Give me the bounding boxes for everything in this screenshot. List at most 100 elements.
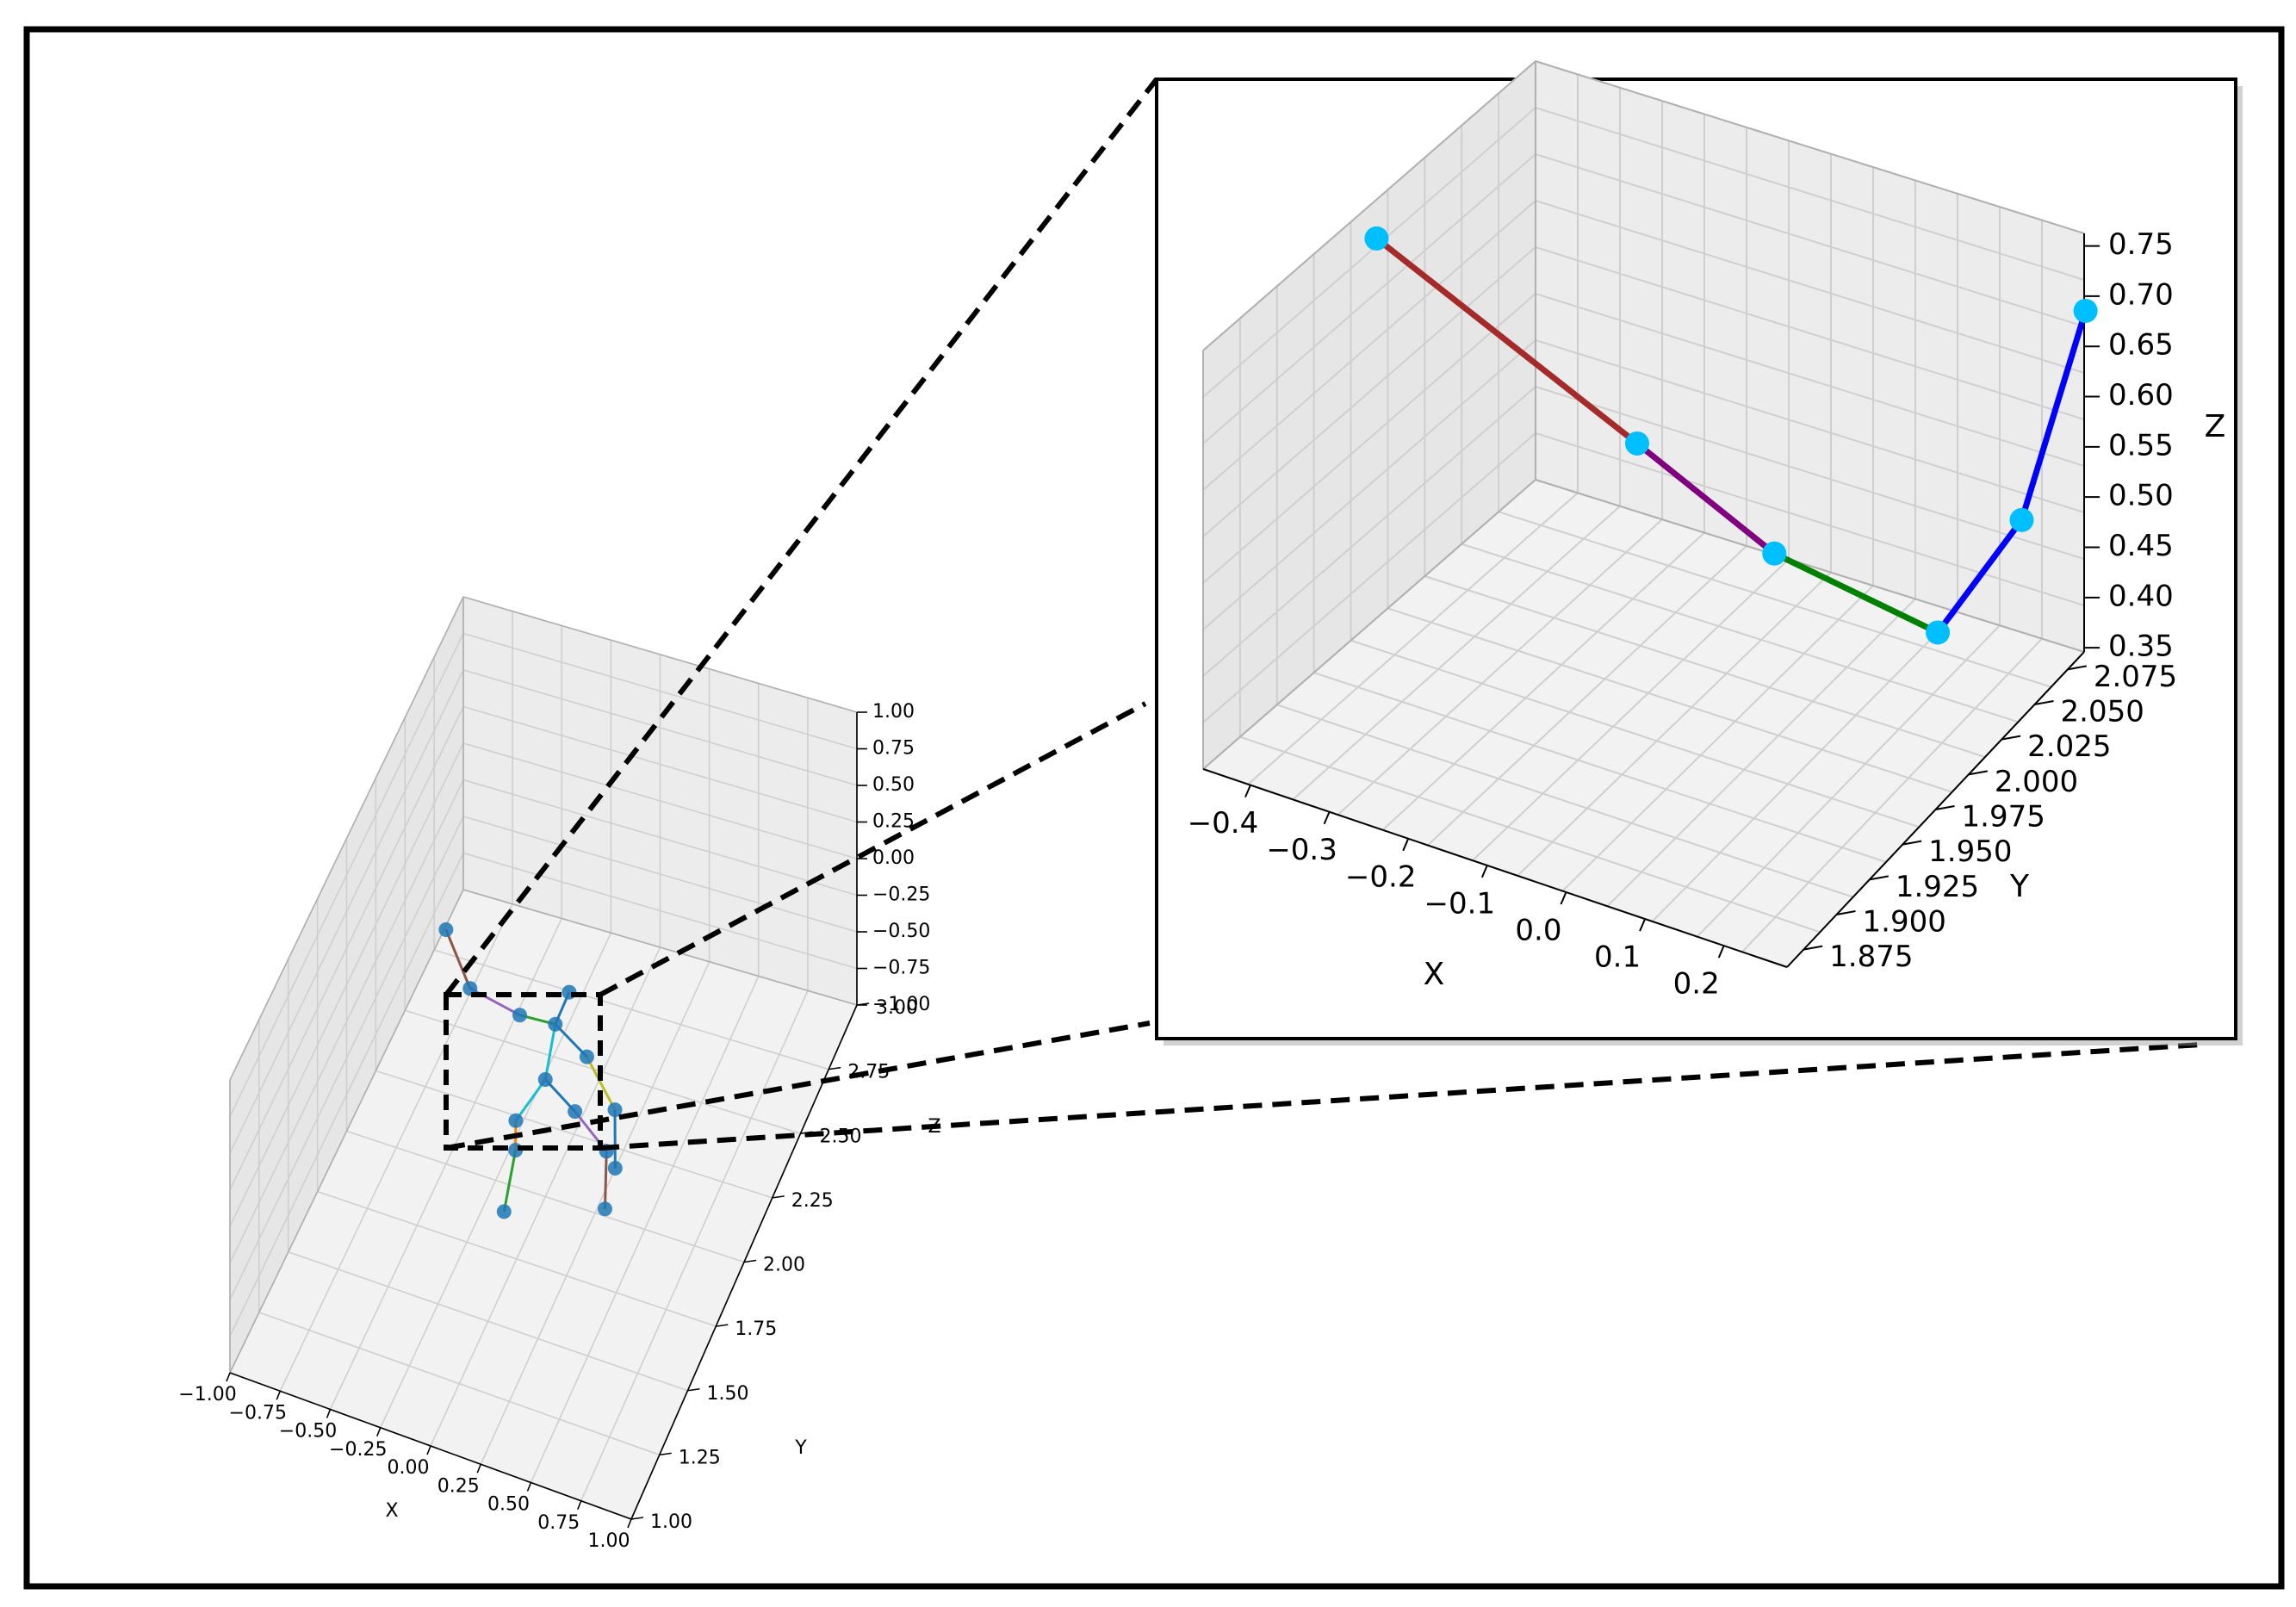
inset-point (1762, 541, 1787, 566)
inset-y-tick-label: 1.900 (1863, 905, 1946, 940)
inset-y-tick-label: 2.000 (1995, 765, 2078, 799)
main-y-tick-label: 1.50 (707, 1383, 749, 1405)
main-z-tick-label: 0.25 (872, 811, 915, 833)
inset-grid-floor-x (1472, 558, 1790, 861)
inset-y-tick-label: 2.025 (2027, 729, 2111, 764)
inset-segment (1634, 440, 1778, 557)
main-x-axis-label: X (385, 1500, 398, 1522)
main-3d-plot: −1.00−0.75−0.50−0.250.000.250.500.751.00… (178, 596, 941, 1552)
inset-pane-edge (1535, 60, 2085, 234)
main-grid-floor-y (346, 1130, 745, 1263)
inset-y-tick-label: 1.925 (1896, 870, 1979, 904)
main-y-tick-label: 1.25 (679, 1447, 721, 1468)
inset-grid-floor-x (1517, 571, 1832, 877)
main-pane-edge (462, 889, 858, 1006)
zoom-region-box (444, 992, 603, 1151)
inset-left-pane (1203, 61, 1536, 769)
main-z-tick-label: −1.00 (872, 994, 930, 1015)
inset-x-tick-label: −0.3 (1266, 833, 1337, 867)
skeleton-joint (496, 1204, 512, 1219)
skeleton-bone (543, 1024, 557, 1080)
inset-grid-floor-y (1424, 575, 1986, 758)
skeleton-bone (586, 1056, 617, 1111)
inset-y-tick-label: 1.875 (1829, 940, 1913, 974)
inset-x-tick-label: 0.1 (1594, 940, 1641, 975)
main-z-tick-label: 1.00 (872, 701, 915, 723)
inset-z-tick-label: 0.35 (2108, 630, 2174, 664)
skeleton-joint (548, 1016, 563, 1032)
main-z-tick-label: 0.00 (872, 847, 915, 869)
inset-grid-floor-y (1461, 543, 2019, 723)
main-x-tick (326, 1409, 332, 1418)
inset-3d-plot: −0.4−0.3−0.2−0.1 0.0 0.1 0.2 1.8751.9001.925… (1155, 59, 2243, 1045)
inset-y-tick (1968, 770, 1989, 776)
inset-y-tick-label: 1.950 (1928, 835, 2012, 869)
inset-y-tick (2001, 735, 2021, 741)
inset-point (2073, 298, 2098, 323)
main-x-tick-label: 0.75 (537, 1512, 580, 1534)
inset-grid-floor-x (1651, 611, 1958, 922)
zoom-connector-line (445, 1021, 1151, 1151)
main-x-tick-label: 0.50 (487, 1494, 530, 1516)
main-y-tick (716, 1324, 729, 1327)
inset-y-tick-label: 2.050 (2061, 695, 2144, 729)
inset-grid-floor-y (1387, 607, 1952, 793)
inset-grid-floor-y (1313, 672, 1887, 863)
inset-z-tick-label: 0.70 (2108, 277, 2174, 312)
inset-x-tick-label: 0.0 (1515, 913, 1561, 947)
inset-y-tick (1836, 910, 1856, 915)
main-pane-edge (229, 596, 464, 1081)
main-z-tick-label: 0.50 (872, 774, 915, 796)
skeleton-bone (444, 928, 472, 990)
main-y-tick-label: 2.50 (820, 1126, 862, 1147)
inset-grid-floor-y (1276, 704, 1853, 898)
main-y-tick-label: 2.00 (763, 1255, 805, 1276)
inset-z-tick-label: 0.45 (2108, 529, 2174, 563)
zoom-connector-lines (444, 78, 2201, 1151)
main-grid-floor-y (288, 1250, 688, 1392)
inset-x-tick (1560, 891, 1567, 905)
inset-point (1364, 226, 1389, 251)
main-y-tick (743, 1259, 757, 1263)
main-z-tick-label: −0.50 (872, 921, 930, 942)
main-x-tick-label: 0.25 (437, 1475, 480, 1497)
inset-grid-floor-x (1606, 598, 1916, 907)
inset-y-tick-label: 2.075 (2094, 660, 2177, 694)
main-y-tick (828, 1066, 841, 1070)
zoom-connector-line (599, 1042, 2201, 1151)
main-x-tick (476, 1463, 481, 1474)
main-x-tick (577, 1500, 582, 1511)
inset-x-axis-label: X (1424, 957, 1445, 992)
inset-grid-floor-y (1239, 735, 1821, 934)
inset-point (1624, 431, 1649, 456)
main-y-axis-label: Y (794, 1437, 807, 1459)
inset-z-tick-label: 0.40 (2108, 579, 2174, 613)
inset-segment (2018, 307, 2089, 524)
main-x-tick-label: −1.00 (178, 1384, 236, 1405)
main-x-tick (627, 1518, 632, 1529)
inset-grid-floor-x (1292, 506, 1621, 801)
zoom-connector-line (599, 701, 1147, 997)
skeleton-joint (597, 1201, 612, 1217)
inset-grid-floor-x (1696, 624, 2001, 938)
skeleton-joint (462, 981, 478, 996)
main-x-tick (226, 1372, 231, 1382)
inset-grid-floor-x (1427, 545, 1747, 847)
main-y-tick (659, 1452, 672, 1456)
main-y-tick-label: 1.00 (650, 1511, 692, 1533)
inset-x-tick-label: −0.1 (1424, 886, 1496, 921)
skeleton-joint (508, 1113, 524, 1128)
main-pane-edge (462, 596, 858, 713)
main-y-tick (772, 1195, 785, 1199)
skeleton-joint (537, 1072, 553, 1087)
inset-pane-edge (1202, 479, 1536, 770)
inset-grid-floor-x (1381, 531, 1705, 831)
inset-y-tick (1869, 875, 1890, 881)
main-grid-floor-y (375, 1070, 773, 1199)
inset-grid-floor-x (1561, 585, 1874, 892)
main-x-tick (376, 1427, 382, 1437)
main-x-tick (426, 1445, 431, 1455)
inset-grid-floor-y (1350, 639, 1920, 828)
main-pane-edge (229, 889, 464, 1374)
inset-x-tick-label: −0.4 (1188, 806, 1259, 841)
